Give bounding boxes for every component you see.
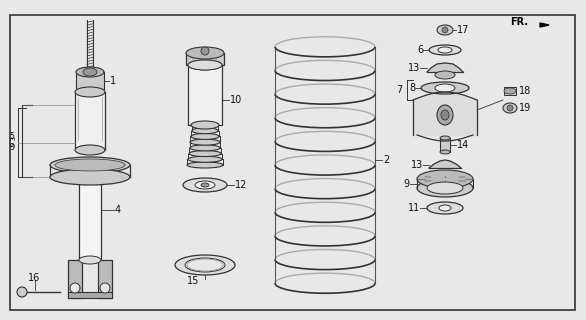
Text: 19: 19 (519, 103, 532, 113)
Ellipse shape (187, 162, 223, 168)
Bar (504, 87, 516, 95)
Ellipse shape (187, 259, 223, 271)
Ellipse shape (437, 25, 453, 35)
Ellipse shape (83, 68, 97, 76)
Text: 5 3: 5 3 (11, 135, 17, 147)
Ellipse shape (439, 205, 451, 211)
Ellipse shape (191, 121, 219, 129)
Text: 18: 18 (519, 86, 532, 96)
Text: 5
3: 5 3 (9, 132, 15, 152)
Ellipse shape (201, 183, 209, 187)
Text: 11: 11 (408, 203, 420, 213)
Ellipse shape (427, 202, 463, 214)
Circle shape (201, 47, 209, 55)
Ellipse shape (185, 258, 225, 272)
Ellipse shape (188, 156, 222, 162)
Ellipse shape (429, 45, 461, 55)
Polygon shape (427, 63, 463, 72)
Text: 8: 8 (409, 83, 415, 93)
Bar (75, 92, 105, 150)
Ellipse shape (427, 182, 463, 194)
Ellipse shape (421, 82, 469, 94)
Ellipse shape (79, 256, 101, 264)
Ellipse shape (175, 255, 235, 275)
Ellipse shape (55, 159, 125, 171)
Ellipse shape (437, 105, 453, 125)
Circle shape (100, 283, 110, 293)
Ellipse shape (75, 145, 105, 155)
Ellipse shape (76, 67, 104, 77)
Ellipse shape (417, 170, 473, 188)
Text: 2: 2 (383, 155, 389, 165)
Ellipse shape (441, 110, 449, 120)
Bar (440, 138, 450, 152)
Ellipse shape (50, 169, 130, 185)
Text: 16: 16 (28, 273, 40, 283)
Ellipse shape (503, 103, 517, 113)
Bar (68, 292, 112, 298)
Circle shape (17, 287, 27, 297)
Circle shape (70, 283, 80, 293)
Ellipse shape (188, 60, 222, 70)
Bar (188, 65, 222, 125)
Ellipse shape (440, 150, 450, 154)
Ellipse shape (191, 133, 219, 140)
Circle shape (507, 105, 513, 111)
Text: 6: 6 (417, 45, 423, 55)
Text: 7: 7 (396, 85, 402, 95)
Circle shape (442, 27, 448, 33)
Ellipse shape (435, 71, 455, 79)
Polygon shape (429, 160, 461, 168)
Ellipse shape (75, 87, 105, 97)
Ellipse shape (183, 178, 227, 192)
Bar (68, 260, 82, 298)
Text: 17: 17 (457, 25, 469, 35)
Ellipse shape (188, 60, 222, 70)
Ellipse shape (504, 88, 516, 94)
Ellipse shape (190, 145, 220, 151)
Bar (79, 165, 101, 260)
Polygon shape (540, 23, 549, 27)
Text: 15: 15 (187, 276, 199, 286)
Text: 13: 13 (411, 160, 423, 170)
Text: 13: 13 (408, 63, 420, 73)
Ellipse shape (186, 47, 224, 59)
Ellipse shape (190, 139, 220, 145)
Ellipse shape (79, 161, 101, 169)
Text: 9: 9 (404, 179, 410, 189)
Ellipse shape (50, 157, 130, 173)
Ellipse shape (192, 128, 218, 134)
Ellipse shape (438, 47, 452, 53)
Ellipse shape (195, 181, 215, 189)
Text: 12: 12 (235, 180, 247, 190)
Text: 14: 14 (457, 140, 469, 150)
Bar (186, 53, 224, 65)
Text: FR.: FR. (510, 17, 528, 27)
Bar (76, 72, 104, 90)
Ellipse shape (189, 151, 221, 156)
Text: 10: 10 (230, 95, 242, 105)
Text: 1: 1 (110, 76, 116, 86)
Ellipse shape (440, 136, 450, 140)
Ellipse shape (417, 179, 473, 197)
Ellipse shape (435, 84, 455, 92)
Bar (98, 260, 112, 298)
Text: 4: 4 (115, 205, 121, 215)
